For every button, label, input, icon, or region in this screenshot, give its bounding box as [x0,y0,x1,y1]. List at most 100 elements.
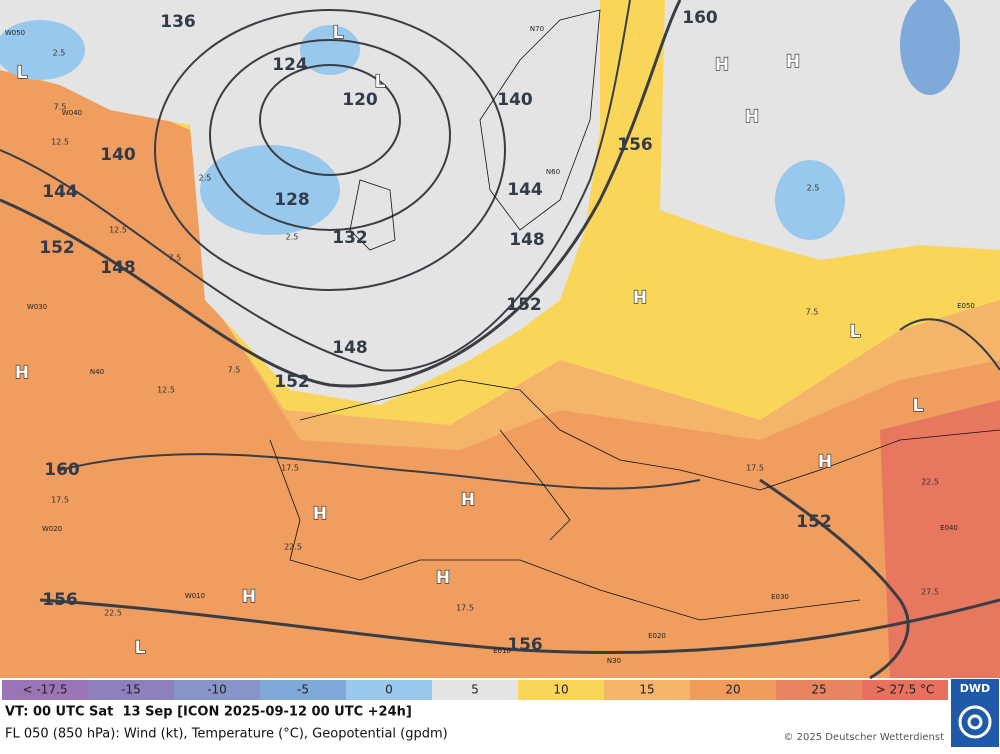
legend-label: > 27.5 °C [876,683,935,697]
contour-label: 160 [682,8,718,28]
isotherm-label: 2.5 [807,184,820,193]
isotherm-label: 27.5 [921,588,939,597]
contour-label: 156 [617,135,653,155]
copyright: © 2025 Deutscher Wetterdienst [783,732,944,743]
description: FL 050 (850 hPa): Wind (kt), Temperature… [5,727,448,742]
contour-label: 144 [42,182,78,202]
grid-label: E040 [940,524,958,532]
warm-zone [880,400,1000,678]
contour-label: 152 [506,295,542,315]
legend-swatch [88,680,174,700]
legend-swatch [862,680,948,700]
pressure-center: L [375,72,386,92]
cold-patch [0,20,85,80]
contour-label: 140 [497,90,533,110]
contour-label: 156 [42,590,78,610]
contour-label: 156 [507,635,543,655]
legend-swatch [346,680,432,700]
legend-label: 20 [725,683,740,697]
legend-label: 10 [553,683,568,697]
pressure-center: H [715,55,729,75]
grid-label: N30 [607,657,621,665]
legend-swatch [604,680,690,700]
isotherm-label: 17.5 [51,496,69,505]
legend-swatch [432,680,518,700]
grid-label: W040 [62,109,82,117]
contour-label: 120 [342,90,378,110]
pressure-center: H [786,52,800,72]
geopotential-contours [0,0,1000,680]
isotherm-label: 2.5 [286,233,299,242]
pressure-center: H [15,363,29,383]
contour-label: 148 [509,230,545,250]
grid-label: N60 [546,168,560,176]
isotherm-label: 17.5 [281,464,299,473]
legend: < -17.5 -15 -10 -5 0 5 10 15 20 25 > 27.5 °C [2,680,948,700]
pressure-center: H [242,587,256,607]
pressure-center: L [850,322,861,342]
logo-icon [967,714,983,730]
legend-swatch [518,680,604,700]
isotherm-label: 22.5 [104,609,122,618]
contour-label: 124 [272,55,308,75]
isotherm-label: 2.5 [199,174,212,183]
isotherm-label: 7.5 [806,308,819,317]
isotherm-label: 12.5 [51,138,69,147]
isotherm-label: 7.5 [54,103,67,112]
legend-label: 15 [639,683,654,697]
isotherm-label: 17.5 [746,464,764,473]
cold-patch [300,25,360,75]
isotherm-label: 22.5 [284,543,302,552]
pressure-center: L [913,396,924,416]
isotherm-label: 22.5 [921,478,939,487]
pressure-center: H [633,288,647,308]
legend-swatch [174,680,260,700]
legend-label: -15 [121,683,141,697]
legend-swatch [2,680,88,700]
grid-label: W020 [42,525,62,533]
legend-label: 25 [811,683,826,697]
pressure-center: H [818,452,832,472]
pressure-center: H [461,490,475,510]
isotherm-label: 17.5 [456,604,474,613]
grid-label: E050 [957,302,975,310]
legend-label: -10 [207,683,227,697]
coastlines [269,9,1000,621]
contour-label: 148 [332,338,368,358]
legend-label: 5 [471,683,479,697]
legend-label: 0 [385,683,393,697]
grid-label: W050 [5,29,25,37]
legend-swatch [690,680,776,700]
pressure-center: L [17,63,28,83]
isotherm-label: 12.5 [109,226,127,235]
contour-label: 132 [332,228,368,248]
grid-label: E030 [771,593,789,601]
contour-label: 152 [796,512,832,532]
isotherm-label: 7.5 [228,366,241,375]
cold-patch [200,145,340,235]
legend-label: -5 [297,683,309,697]
legend-label: < -17.5 [23,683,68,697]
grid-label: E010 [493,647,511,655]
contour-label: 148 [100,258,136,278]
pressure-center: H [436,568,450,588]
grid-label: E020 [648,632,666,640]
legend-swatch [776,680,862,700]
grid-label: W010 [185,592,205,600]
valid-time: VT: 00 UTC Sat 13 Sep [ICON 2025-09-12 0… [5,705,412,720]
contour-label: 160 [44,460,80,480]
contour-label: 152 [39,238,75,258]
legend-swatch [260,680,346,700]
grid-label: N70 [530,25,544,33]
isotherm-label: 2.5 [53,49,66,58]
contour-label: 152 [274,372,310,392]
isotherm-label: 7.5 [169,254,182,263]
contour-label: 144 [507,180,543,200]
cold-patch [775,160,845,240]
grid-label: N40 [90,368,104,376]
isotherm-label: 12.5 [157,386,175,395]
pressure-center: L [135,638,146,658]
contour-label: 128 [274,190,310,210]
contour-label: 140 [100,145,136,165]
